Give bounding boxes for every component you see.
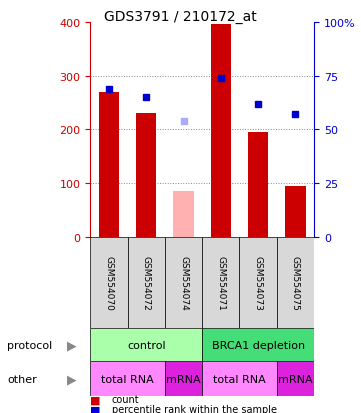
Bar [248,133,268,237]
Text: GSM554073: GSM554073 [254,256,262,310]
Text: other: other [7,374,37,384]
Text: control: control [127,340,165,350]
Bar [277,361,314,396]
Text: GSM554074: GSM554074 [179,256,188,310]
Text: mRNA: mRNA [278,374,313,384]
Bar [90,328,202,361]
Text: GSM554072: GSM554072 [142,256,151,310]
Bar [173,192,194,237]
Bar [277,237,314,328]
Text: ▶: ▶ [68,373,77,385]
Bar [90,361,165,396]
Text: ▶: ▶ [68,338,77,351]
Bar [99,93,119,237]
Text: ■: ■ [90,394,101,404]
Text: total RNA: total RNA [101,374,154,384]
Text: percentile rank within the sample: percentile rank within the sample [112,404,277,413]
Text: GDS3791 / 210172_at: GDS3791 / 210172_at [104,10,257,24]
Text: protocol: protocol [7,340,52,350]
Text: count: count [112,394,140,404]
Text: mRNA: mRNA [166,374,201,384]
Bar [285,187,306,237]
Text: GSM554075: GSM554075 [291,256,300,310]
Bar [90,237,127,328]
Bar [210,26,231,237]
Text: total RNA: total RNA [213,374,266,384]
Text: ■: ■ [90,404,101,413]
Text: GSM554071: GSM554071 [216,256,225,310]
Bar [127,237,165,328]
Bar [239,237,277,328]
Bar [165,237,202,328]
Bar [202,361,277,396]
Bar [165,361,202,396]
Bar [202,237,239,328]
Text: BRCA1 depletion: BRCA1 depletion [212,340,305,350]
Text: GSM554070: GSM554070 [104,256,113,310]
Bar [202,328,314,361]
Bar [136,114,156,237]
